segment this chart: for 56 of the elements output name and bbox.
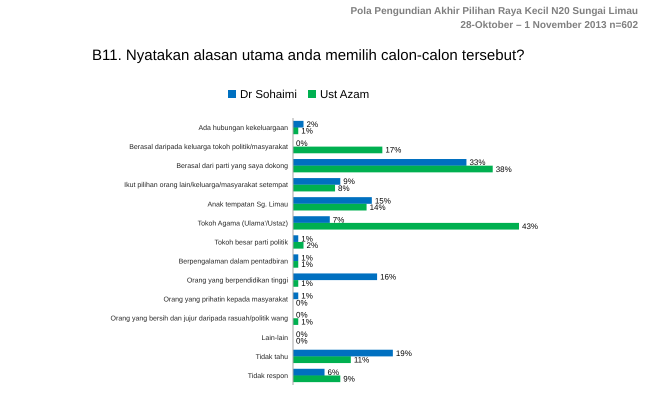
bar bbox=[293, 356, 351, 364]
bar bbox=[293, 375, 340, 382]
data-label: 0% bbox=[296, 310, 308, 320]
data-label: 19% bbox=[396, 348, 412, 358]
data-label: 33% bbox=[469, 158, 486, 168]
bar bbox=[293, 254, 298, 262]
bar bbox=[293, 166, 493, 172]
data-label: 0% bbox=[296, 298, 308, 308]
text: Pola Pengundian Akhir Pilihan Raya Kecil N20 Sungai Limau bbox=[350, 6, 638, 17]
text: 28-Oktober – 1 November 2013 n=602 bbox=[460, 20, 638, 31]
data-label: 1% bbox=[301, 254, 313, 262]
data-label: 2% bbox=[306, 241, 318, 250]
data-label: 43% bbox=[522, 222, 538, 232]
bar bbox=[293, 292, 298, 300]
data-label: 1% bbox=[301, 260, 313, 270]
data-label: 0% bbox=[296, 336, 308, 346]
data-label: 8% bbox=[338, 184, 350, 193]
data-label: 1% bbox=[301, 317, 313, 326]
bar bbox=[293, 261, 298, 268]
data-label: 9% bbox=[343, 374, 355, 384]
data-label: 15% bbox=[374, 196, 391, 206]
bar bbox=[293, 216, 330, 223]
bar bbox=[293, 204, 367, 210]
data-label: 6% bbox=[328, 368, 340, 377]
bar bbox=[293, 120, 304, 128]
data-label: 1% bbox=[301, 292, 313, 301]
bar bbox=[293, 159, 466, 166]
bar bbox=[293, 318, 298, 325]
data-label: 1% bbox=[301, 234, 313, 244]
data-label: 1% bbox=[301, 126, 313, 136]
bar bbox=[293, 280, 298, 287]
bar bbox=[293, 146, 382, 154]
data-label: 11% bbox=[354, 356, 370, 365]
legend-label: Dr Sohaimi bbox=[240, 89, 297, 101]
bar bbox=[293, 197, 372, 204]
data-label: 7% bbox=[332, 215, 344, 224]
bar bbox=[293, 273, 378, 280]
bar bbox=[293, 368, 325, 376]
bar bbox=[293, 235, 298, 242]
data-label: 38% bbox=[496, 164, 512, 174]
bar bbox=[293, 350, 393, 356]
data-label: 9% bbox=[343, 177, 355, 186]
data-label: 17% bbox=[385, 146, 402, 155]
bar bbox=[293, 222, 519, 230]
chart-title: B11. Nyatakan alasan utama anda memilih calon-calon tersebut? bbox=[92, 47, 524, 64]
data-label: 0% bbox=[296, 139, 308, 148]
data-label: 14% bbox=[370, 202, 386, 212]
data-label: 0% bbox=[296, 330, 308, 339]
bar bbox=[293, 242, 304, 249]
data-label: 2% bbox=[306, 120, 318, 129]
legend-label: Ust Azam bbox=[320, 89, 370, 101]
bar bbox=[293, 178, 340, 185]
data-label: 1% bbox=[301, 279, 313, 288]
bar bbox=[293, 184, 336, 192]
bar bbox=[293, 128, 298, 134]
data-label: 16% bbox=[380, 272, 396, 282]
